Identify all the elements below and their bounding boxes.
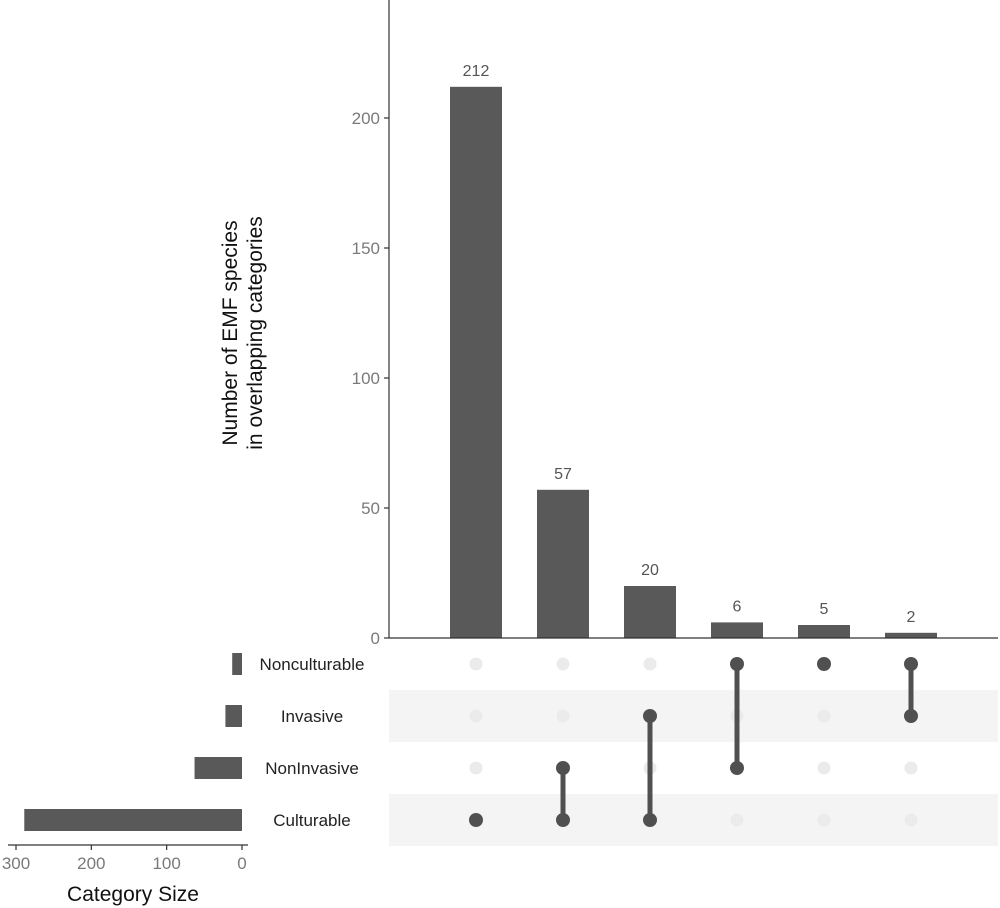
intersection-bar-3 bbox=[711, 622, 763, 638]
matrix-dot-inactive-2-0 bbox=[643, 657, 657, 671]
intersection-bar-label-0: 212 bbox=[463, 63, 490, 80]
set-size-axis: 300 200 100 0 bbox=[2, 844, 248, 873]
matrix-dot-active-1-2 bbox=[556, 761, 570, 775]
matrix-dot-active-5-0 bbox=[904, 657, 918, 671]
matrix-dot-active-0-3 bbox=[469, 813, 483, 827]
intersection-bar-2 bbox=[624, 586, 676, 638]
y-axis-title-line2: in overlapping categories bbox=[244, 216, 267, 449]
y-tick-label-200: 200 bbox=[352, 109, 380, 128]
matrix-stripe-invasive bbox=[389, 690, 998, 742]
matrix-dot-inactive-4-3 bbox=[817, 813, 831, 827]
matrix-dot-inactive-0-2 bbox=[469, 761, 483, 775]
matrix-dot-inactive-4-2 bbox=[817, 761, 831, 775]
set-size-bar-noninvasive bbox=[194, 757, 242, 779]
y-axis-title-line1: Number of EMF species bbox=[219, 220, 242, 445]
set-label-nonculturable: Nonculturable bbox=[260, 655, 365, 674]
set-labels: Nonculturable Invasive NonInvasive Culturab… bbox=[260, 655, 365, 830]
set-label-invasive: Invasive bbox=[281, 707, 343, 726]
intersection-y-axis: 0 50 100 150 200 bbox=[352, 0, 998, 648]
matrix-dot-inactive-1-1 bbox=[556, 709, 570, 723]
matrix-dot-inactive-3-3 bbox=[730, 813, 744, 827]
matrix-stripe-culturable bbox=[389, 794, 998, 846]
matrix-dot-inactive-1-0 bbox=[556, 657, 570, 671]
set-size-tick-label-200: 200 bbox=[77, 854, 105, 873]
y-tick-label-100: 100 bbox=[352, 369, 380, 388]
y-tick-label-150: 150 bbox=[352, 239, 380, 258]
intersection-bars bbox=[450, 86, 937, 639]
set-size-bars bbox=[24, 653, 242, 831]
intersection-bar-4 bbox=[798, 625, 850, 638]
set-size-tick-label-100: 100 bbox=[152, 854, 180, 873]
matrix-dot-active-2-1 bbox=[643, 709, 657, 723]
matrix-dot-inactive-5-3 bbox=[904, 813, 918, 827]
intersection-bar-label-4: 5 bbox=[820, 601, 829, 618]
matrix-dot-active-5-1 bbox=[904, 709, 918, 723]
intersection-matrix bbox=[469, 657, 918, 827]
set-label-noninvasive: NonInvasive bbox=[265, 759, 359, 778]
matrix-dot-active-3-2 bbox=[730, 761, 744, 775]
y-tick-label-50: 50 bbox=[361, 499, 380, 518]
set-size-bar-culturable bbox=[24, 809, 242, 831]
intersection-bar-1 bbox=[537, 489, 589, 638]
set-label-culturable: Culturable bbox=[273, 811, 351, 830]
matrix-dot-inactive-0-1 bbox=[469, 709, 483, 723]
matrix-dot-inactive-5-2 bbox=[904, 761, 918, 775]
matrix-dot-active-2-3 bbox=[643, 813, 657, 827]
set-size-tick-label-0: 0 bbox=[237, 854, 246, 873]
set-size-axis-title: Category Size bbox=[67, 883, 199, 906]
set-size-bar-invasive bbox=[225, 705, 242, 727]
set-size-bar-nonculturable bbox=[232, 653, 242, 675]
matrix-dot-active-1-3 bbox=[556, 813, 570, 827]
intersection-bar-0 bbox=[450, 86, 502, 639]
matrix-dot-inactive-4-1 bbox=[817, 709, 831, 723]
intersection-bar-label-2: 20 bbox=[641, 562, 659, 579]
intersection-bar-labels: 212 57 20 6 5 2 bbox=[463, 63, 916, 626]
intersection-bar-label-1: 57 bbox=[554, 466, 572, 483]
y-tick-label-0: 0 bbox=[371, 629, 380, 648]
matrix-dot-active-4-0 bbox=[817, 657, 831, 671]
intersection-bar-5 bbox=[885, 632, 937, 638]
matrix-dot-active-3-0 bbox=[730, 657, 744, 671]
set-size-tick-label-300: 300 bbox=[2, 854, 30, 873]
intersection-bar-label-5: 2 bbox=[907, 609, 916, 626]
matrix-row-stripes bbox=[389, 690, 998, 846]
matrix-dot-inactive-0-0 bbox=[469, 657, 483, 671]
intersection-bar-label-3: 6 bbox=[733, 598, 742, 615]
